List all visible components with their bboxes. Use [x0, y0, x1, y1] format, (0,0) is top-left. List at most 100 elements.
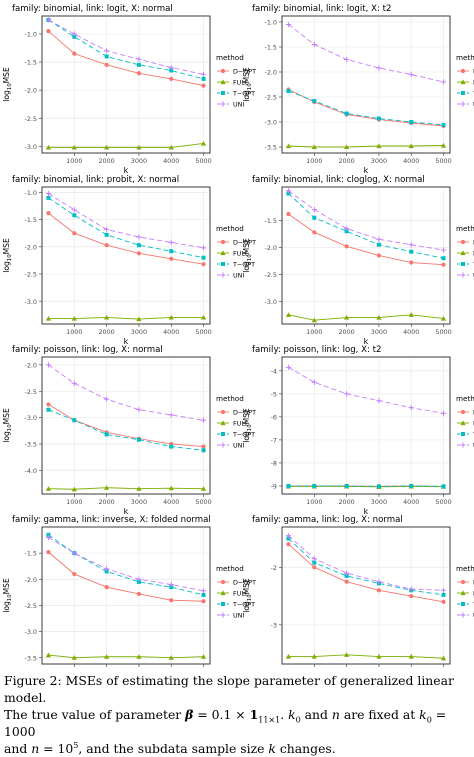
data-point-d-opt: [201, 84, 205, 88]
data-point-t-opt: [377, 484, 381, 488]
data-point-d-opt: [409, 594, 413, 598]
x-tick-label: 5000: [435, 498, 451, 506]
caption-figure-label: Figure 2:: [4, 673, 62, 688]
x-tick-label: 5000: [435, 328, 451, 336]
y-tick-label: -3.0: [265, 119, 277, 127]
y-tick-label: -3.0: [25, 628, 37, 636]
y-tick-label: -2.0: [25, 243, 37, 251]
caption-one-vector: 1: [250, 707, 259, 722]
x-tick-label: 1000: [306, 157, 322, 165]
data-point-d-opt: [286, 542, 290, 546]
data-point-t-opt: [312, 484, 316, 488]
legend-key-marker: [460, 442, 465, 447]
legend-key-marker: [461, 69, 465, 73]
data-point-d-opt: [169, 257, 173, 261]
legend-title: method: [216, 394, 244, 403]
data-point-d-opt: [105, 243, 109, 247]
y-tick-label: -3: [271, 621, 277, 629]
legend-key-marker: [461, 602, 465, 606]
caption-line1: MSEs of estimating the slope parameter o…: [4, 673, 454, 705]
caption-k0b: k: [419, 707, 427, 722]
data-point-d-opt: [46, 402, 50, 406]
data-point-d-opt: [286, 212, 290, 216]
data-point-d-opt: [201, 262, 205, 266]
legend-key-marker: [221, 262, 225, 266]
panel-6: family: poisson, link: log, X: t2-4-5-6-…: [242, 345, 474, 516]
x-tick-label: 4000: [403, 328, 419, 336]
caption-k: k: [268, 741, 276, 756]
plot-area: [282, 16, 450, 153]
legend-key-marker: [220, 101, 225, 106]
data-point-t-opt: [137, 438, 141, 442]
x-tick-label: 2000: [338, 157, 354, 165]
panel-title: family: binomial, link: cloglog, X: norm…: [252, 175, 425, 185]
data-point-t-opt: [169, 249, 173, 253]
data-point-d-opt: [137, 251, 141, 255]
legend-key-marker: [221, 410, 225, 414]
y-tick-label: -2.5: [265, 271, 277, 279]
data-point-t-opt: [442, 123, 446, 127]
panel-8: family: gamma, link: log, X: normal-2-31…: [242, 515, 474, 668]
y-tick-label: -1.0: [25, 31, 37, 39]
data-point-t-opt: [169, 445, 173, 449]
legend-title: method: [216, 53, 244, 62]
data-point-d-opt: [72, 52, 76, 56]
panel-title: family: binomial, link: logit, X: normal: [12, 4, 173, 14]
data-point-t-opt: [286, 484, 290, 488]
data-point-d-opt: [377, 253, 381, 257]
panel-4: family: binomial, link: cloglog, X: norm…: [242, 175, 474, 346]
y-tick-label: -2: [271, 564, 277, 572]
y-tick-label: -3.0: [265, 298, 277, 306]
plot-area: [282, 187, 450, 324]
data-point-t-opt: [345, 112, 349, 116]
data-point-t-opt: [72, 418, 76, 422]
data-point-t-opt: [202, 77, 206, 81]
plot-area: [42, 187, 210, 324]
data-point-t-opt: [312, 216, 316, 220]
data-point-t-opt: [377, 243, 381, 247]
data-point-t-opt: [442, 593, 446, 597]
legend-key-marker: [461, 410, 465, 414]
plot-area: [42, 357, 210, 494]
y-tick-label: -1.5: [25, 216, 37, 224]
data-point-t-opt: [105, 54, 109, 58]
x-tick-label: 3000: [371, 498, 387, 506]
y-tick-label: -2.5: [265, 94, 277, 102]
data-point-d-opt: [312, 230, 316, 234]
data-point-d-opt: [72, 572, 76, 576]
x-tick-label: 1000: [66, 498, 82, 506]
y-tick-label: -2.5: [25, 115, 37, 123]
data-point-d-opt: [46, 211, 50, 215]
legend-key-marker: [460, 612, 465, 617]
y-tick-label: -4.0: [25, 467, 37, 475]
data-point-t-opt: [72, 213, 76, 217]
panel-1: family: binomial, link: logit, X: normal…: [2, 4, 256, 175]
x-tick-label: 1000: [66, 157, 82, 165]
caption-k0: k: [288, 707, 296, 722]
y-tick-label: -8: [271, 460, 277, 468]
y-axis-label: log10MSE: [2, 67, 13, 102]
caption-n: n: [332, 707, 340, 722]
data-point-d-opt: [201, 444, 205, 448]
y-tick-label: -4: [271, 367, 277, 375]
data-point-t-opt: [312, 561, 316, 565]
y-tick-label: -2.0: [265, 69, 277, 77]
data-point-t-opt: [202, 593, 206, 597]
panel-title: family: gamma, link: inverse, X: folded …: [12, 515, 211, 525]
legend-title: method: [456, 564, 474, 573]
data-point-t-opt: [137, 63, 141, 67]
panel-title: family: binomial, link: logit, X: t2: [252, 4, 391, 14]
y-axis-label: log10MSE: [2, 578, 13, 613]
y-tick-label: -2.5: [25, 602, 37, 610]
caption-line3-a: and: [4, 741, 31, 756]
figure-panels: family: binomial, link: logit, X: normal…: [0, 0, 474, 668]
data-point-d-opt: [441, 263, 445, 267]
legend-key-marker: [221, 240, 225, 244]
data-point-t-opt: [46, 196, 50, 200]
figure-caption: Figure 2: MSEs of estimating the slope p…: [4, 672, 472, 757]
data-point-t-opt: [137, 243, 141, 247]
caption-one-sub: 11×1: [258, 715, 280, 724]
data-point-t-opt: [202, 448, 206, 452]
legend-title: method: [456, 394, 474, 403]
data-point-t-opt: [202, 256, 206, 260]
